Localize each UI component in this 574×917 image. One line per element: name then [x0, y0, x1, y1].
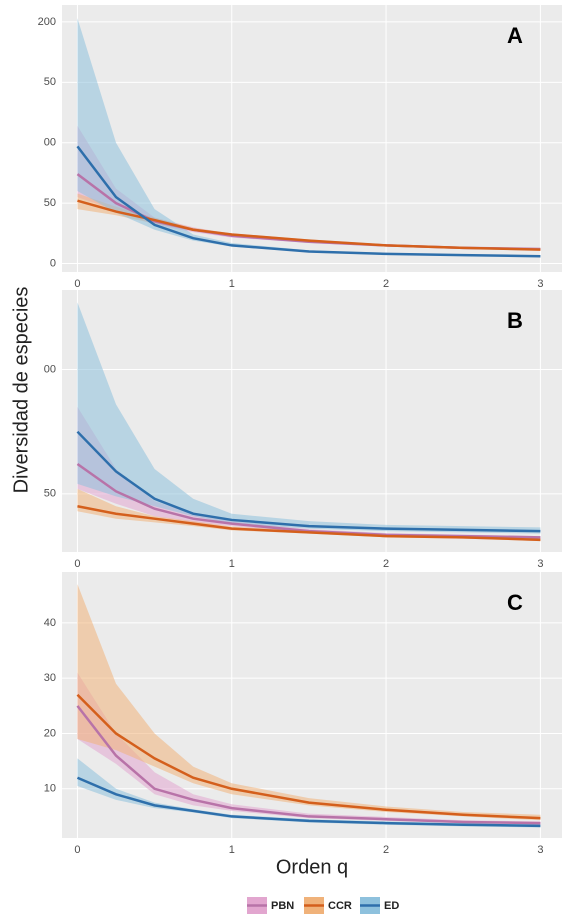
- x-tick-label: 3: [537, 278, 543, 290]
- x-tick-label: 0: [74, 844, 80, 856]
- y-tick-label: 0: [50, 257, 56, 269]
- y-tick-label: 50: [44, 488, 56, 500]
- legend-label: PBN: [271, 900, 294, 912]
- y-tick-label: 50: [44, 197, 56, 209]
- series-line: [77, 505, 541, 542]
- panel-label: A: [507, 23, 523, 48]
- series-line: [76, 776, 541, 828]
- y-tick-label: 00: [44, 363, 56, 375]
- series-line: [76, 693, 541, 820]
- legend-label: CCR: [328, 900, 352, 912]
- y-tick-label: 00: [44, 137, 56, 149]
- x-tick-label: 0: [74, 278, 80, 290]
- series-line: [76, 705, 541, 825]
- series-line: [77, 199, 541, 251]
- y-axis-label: Diversidad de especies: [10, 287, 32, 494]
- y-tick-label: 50: [44, 76, 56, 88]
- y-tick-label: 40: [44, 617, 56, 629]
- x-tick-label: 0: [74, 558, 80, 570]
- y-tick-label: 30: [44, 672, 56, 684]
- panel-label: C: [507, 590, 523, 615]
- x-tick-label: 1: [229, 844, 235, 856]
- plot-background: [62, 572, 562, 838]
- panel-label: B: [507, 308, 523, 333]
- y-tick-label: 200: [38, 16, 56, 28]
- series-line: [76, 430, 541, 533]
- y-tick-label: 20: [44, 727, 56, 739]
- x-tick-label: 2: [383, 844, 389, 856]
- x-tick-label: 2: [383, 278, 389, 290]
- y-tick-label: 10: [44, 783, 56, 795]
- x-tick-label: 1: [229, 278, 235, 290]
- x-axis-label: Orden q: [276, 856, 348, 878]
- series-line: [76, 145, 541, 258]
- x-tick-label: 3: [537, 844, 543, 856]
- legend-label: ED: [384, 900, 399, 912]
- plot-background: [62, 5, 562, 272]
- x-tick-label: 1: [229, 558, 235, 570]
- x-tick-label: 2: [383, 558, 389, 570]
- x-tick-label: 3: [537, 558, 543, 570]
